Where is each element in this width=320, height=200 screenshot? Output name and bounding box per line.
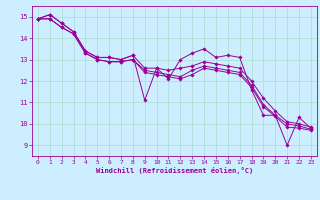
- X-axis label: Windchill (Refroidissement éolien,°C): Windchill (Refroidissement éolien,°C): [96, 167, 253, 174]
